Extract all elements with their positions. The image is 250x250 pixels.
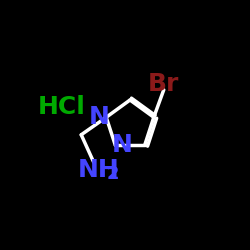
- Text: NH: NH: [78, 158, 120, 182]
- Text: N: N: [89, 105, 110, 129]
- Text: N: N: [112, 133, 133, 157]
- Text: 2: 2: [106, 164, 119, 182]
- Text: Br: Br: [148, 72, 180, 96]
- Text: HCl: HCl: [37, 95, 85, 119]
